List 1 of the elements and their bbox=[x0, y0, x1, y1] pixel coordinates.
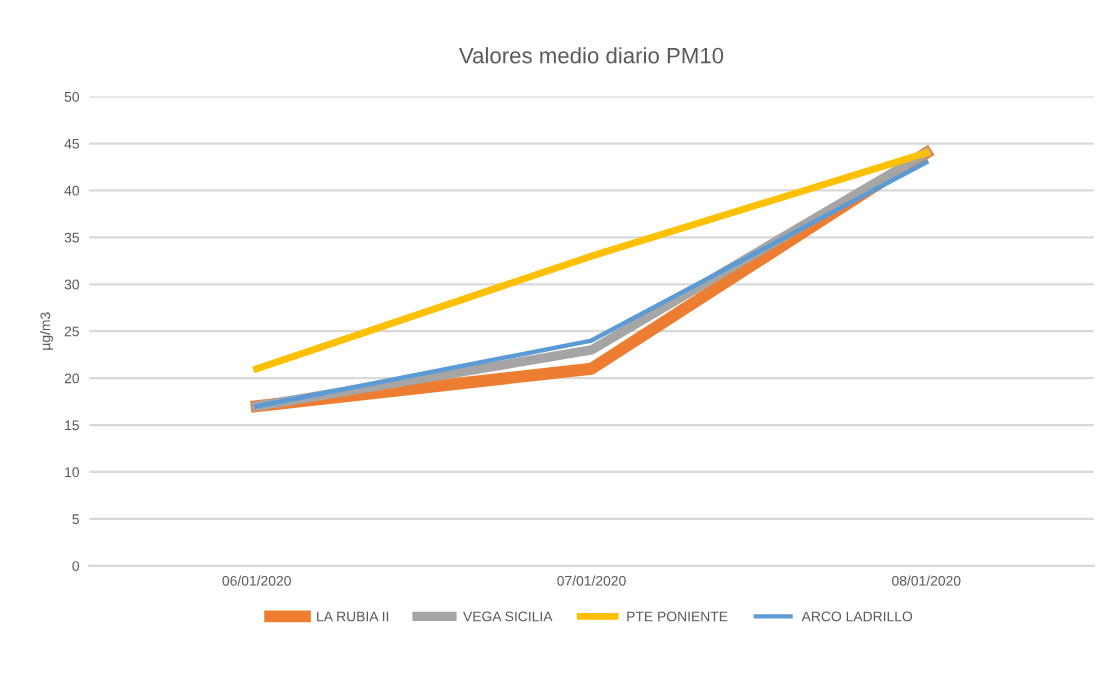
chart-title: Valores medio diario PM10 bbox=[459, 47, 724, 64]
